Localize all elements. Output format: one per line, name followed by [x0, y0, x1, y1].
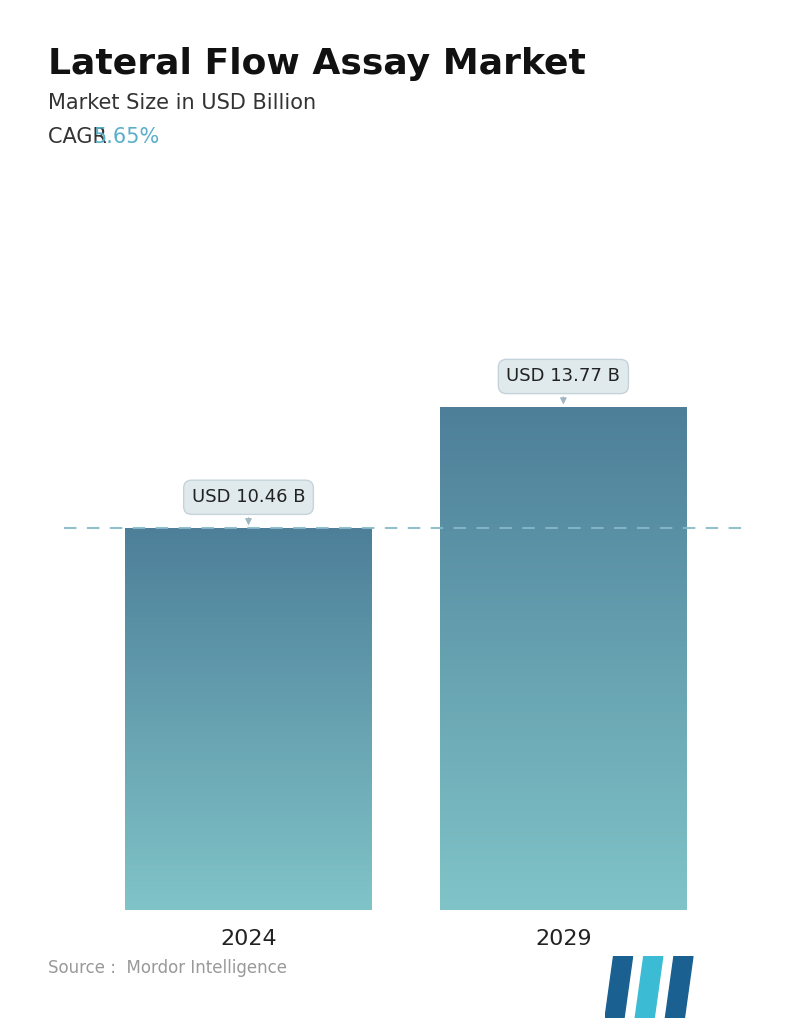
Polygon shape [635, 956, 663, 1018]
Text: Lateral Flow Assay Market: Lateral Flow Assay Market [48, 47, 586, 81]
Text: USD 10.46 B: USD 10.46 B [192, 488, 305, 524]
Text: 5.65%: 5.65% [93, 127, 159, 147]
Text: Market Size in USD Billion: Market Size in USD Billion [48, 93, 316, 113]
Polygon shape [665, 956, 693, 1018]
Text: Source :  Mordor Intelligence: Source : Mordor Intelligence [48, 960, 287, 977]
Text: CAGR: CAGR [48, 127, 113, 147]
Polygon shape [605, 956, 633, 1018]
Text: USD 13.77 B: USD 13.77 B [506, 367, 620, 403]
